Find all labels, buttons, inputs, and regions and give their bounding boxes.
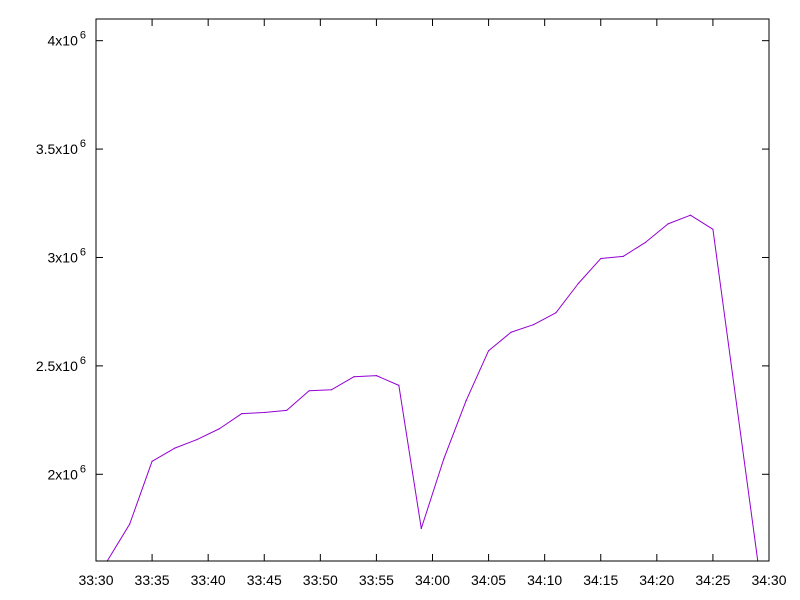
- data-point: [263, 411, 265, 414]
- data-point: [241, 412, 243, 415]
- data-point: [398, 384, 400, 386]
- y-tick-exponent: 6: [80, 463, 86, 475]
- x-tick-label: 34:15: [583, 572, 618, 588]
- data-point: [330, 389, 333, 391]
- data-point: [308, 390, 310, 392]
- data-point: [151, 460, 153, 462]
- y-tick-label: 2x10 6: [48, 463, 86, 482]
- y-tick-mantissa: 4x10: [48, 33, 79, 49]
- x-tick-label: 34:05: [471, 572, 506, 588]
- data-point: [487, 350, 490, 352]
- x-tick-label: 33:40: [191, 572, 226, 588]
- data-point: [465, 399, 467, 402]
- y-tick-label: 2.5x10 6: [36, 355, 86, 374]
- y-tick-mantissa: 2x10: [48, 466, 79, 482]
- x-axis: 33:30 33:35 33:40 33:45 33:50 33:55 34:00 34:05…: [78, 19, 787, 588]
- data-point: [532, 324, 535, 326]
- data-point: [689, 214, 692, 216]
- x-tick-label: 33:55: [359, 572, 394, 588]
- data-point: [218, 428, 220, 430]
- data-point: [420, 527, 422, 530]
- y-tick-exponent: 6: [80, 246, 86, 258]
- data-point: [286, 409, 288, 411]
- y-tick-exponent: 6: [80, 30, 86, 42]
- x-tick-label: 33:45: [247, 572, 282, 588]
- data-point: [577, 282, 579, 285]
- y-tick-mantissa: 3x10: [48, 249, 79, 265]
- y-tick-label: 3x10 6: [48, 246, 86, 265]
- plot-frame: [95, 18, 770, 562]
- data-point: [173, 447, 176, 449]
- series-layer: [106, 214, 759, 562]
- data-point: [622, 255, 624, 257]
- x-tick-label: 34:10: [527, 572, 562, 588]
- data-point: [196, 438, 198, 441]
- x-tick-label: 33:30: [78, 572, 113, 588]
- y-tick-label: 3.5x10 6: [36, 138, 86, 157]
- x-tick-label: 34:20: [639, 572, 674, 588]
- y-tick-mantissa: 3.5x10: [36, 141, 78, 157]
- data-point: [443, 458, 445, 460]
- x-tick-label: 34:00: [415, 572, 450, 588]
- series-line: [106, 214, 759, 562]
- x-tick-label: 34:25: [695, 572, 730, 588]
- y-tick-exponent: 6: [80, 138, 86, 150]
- y-tick-label: 4x10 6: [48, 30, 86, 49]
- x-tick-label: 33:50: [303, 572, 338, 588]
- data-point: [667, 223, 669, 225]
- data-point: [353, 376, 355, 378]
- data-point: [600, 257, 602, 260]
- y-tick-exponent: 6: [80, 355, 86, 367]
- y-tick-mantissa: 2.5x10: [36, 358, 78, 374]
- data-point: [712, 228, 714, 230]
- data-point: [555, 312, 557, 314]
- x-tick-label: 34:30: [751, 572, 786, 588]
- data-point: [510, 331, 512, 333]
- data-point: [375, 375, 378, 377]
- x-tick-label: 33:35: [135, 572, 170, 588]
- data-point: [645, 241, 647, 243]
- data-point: [129, 523, 131, 525]
